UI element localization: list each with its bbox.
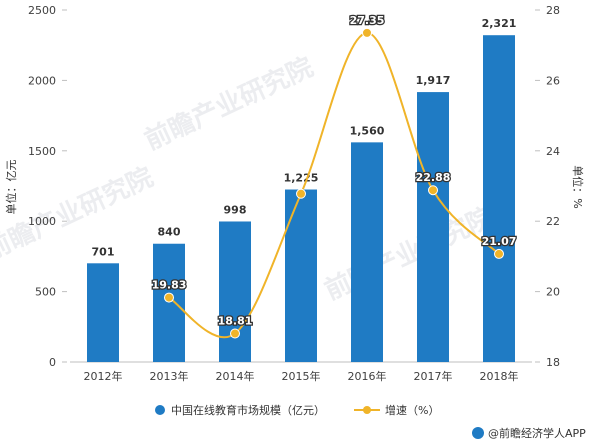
growth-value-label: 18.81 (218, 314, 253, 327)
y-right-axis-title: 单位：% (571, 165, 585, 208)
x-ticks: 2012年 2013年 2014年 2015年 2016年 2017年 2018年 (84, 369, 519, 383)
bar-value-labels: 701 840 998 1,225 1,560 1,917 2,321 (92, 17, 517, 258)
legend-bar-label: 中国在线教育市场规模（亿元） (171, 403, 325, 417)
y-left-tick-label: 1500 (28, 145, 56, 158)
growth-point (296, 188, 306, 199)
y-right-tick-label: 22 (546, 215, 560, 228)
y-left-tick-label: 500 (35, 286, 56, 299)
bar (417, 92, 449, 363)
bar (351, 142, 383, 362)
growth-points (164, 27, 504, 339)
growth-value-label: 19.83 (152, 279, 187, 292)
credit-text: @前瞻经济学人APP (488, 426, 586, 440)
bar (285, 189, 317, 362)
growth-value-labels: 19.83 18.81 27.35 22.88 21.07 (150, 13, 517, 329)
growth-point (494, 248, 504, 259)
legend-bar-marker (155, 405, 165, 415)
app-logo-icon (472, 427, 484, 439)
bar-value-label: 998 (224, 203, 247, 216)
y-right-tick-label: 28 (546, 4, 560, 17)
y-left-tick-label: 2500 (28, 4, 56, 17)
x-tick-label: 2012年 (84, 369, 123, 383)
growth-point (428, 185, 438, 196)
bar-value-label: 840 (158, 226, 181, 239)
y-right-tick-label: 26 (546, 74, 560, 87)
growth-point (164, 292, 174, 303)
x-tick-label: 2013年 (150, 369, 189, 383)
y-left-tick-label: 0 (49, 356, 56, 369)
y-right-tick-label: 18 (546, 356, 560, 369)
bar-series (87, 35, 515, 363)
y-right-ticks: 18 20 22 24 26 28 (535, 4, 560, 369)
watermark-text: 前瞻产业研究院 (320, 201, 498, 306)
legend-line-dot (363, 406, 371, 414)
x-tick-label: 2015年 (282, 369, 321, 383)
y-left-tick-label: 2000 (28, 74, 56, 87)
bar (153, 243, 185, 362)
growth-value-label: 21.07 (482, 235, 517, 248)
bar (219, 221, 251, 362)
bar-value-label: 701 (92, 245, 115, 258)
bar (87, 263, 119, 362)
growth-value-label: 22.88 (416, 171, 451, 184)
y-right-tick-label: 20 (546, 286, 560, 299)
y-left-tick-label: 1000 (28, 215, 56, 228)
legend: 中国在线教育市场规模（亿元） 增速（%） (155, 403, 439, 417)
credit: @前瞻经济学人APP (472, 426, 586, 440)
x-tick-label: 2014年 (216, 369, 255, 383)
x-tick-label: 2017年 (414, 369, 453, 383)
x-tick-label: 2016年 (348, 369, 387, 383)
bar-value-label: 2,321 (482, 17, 517, 30)
bar-value-label: 1,560 (350, 124, 385, 137)
growth-value-label: 27.35 (350, 14, 385, 27)
watermark-text: 前瞻产业研究院 (140, 51, 318, 156)
bar (483, 35, 515, 363)
bar-value-label: 1,917 (416, 74, 451, 87)
y-left-ticks: 0 500 1000 1500 2000 2500 (28, 4, 67, 369)
legend-line-label: 增速（%） (385, 403, 439, 417)
y-left-axis-title: 单位：亿元 (4, 160, 18, 215)
y-right-tick-label: 24 (546, 145, 560, 158)
watermark-text: 前瞻产业研究院 (0, 161, 158, 266)
growth-point (362, 27, 372, 38)
growth-point (230, 328, 240, 339)
bar-value-label: 1,225 (284, 172, 319, 185)
x-tick-label: 2018年 (480, 369, 519, 383)
